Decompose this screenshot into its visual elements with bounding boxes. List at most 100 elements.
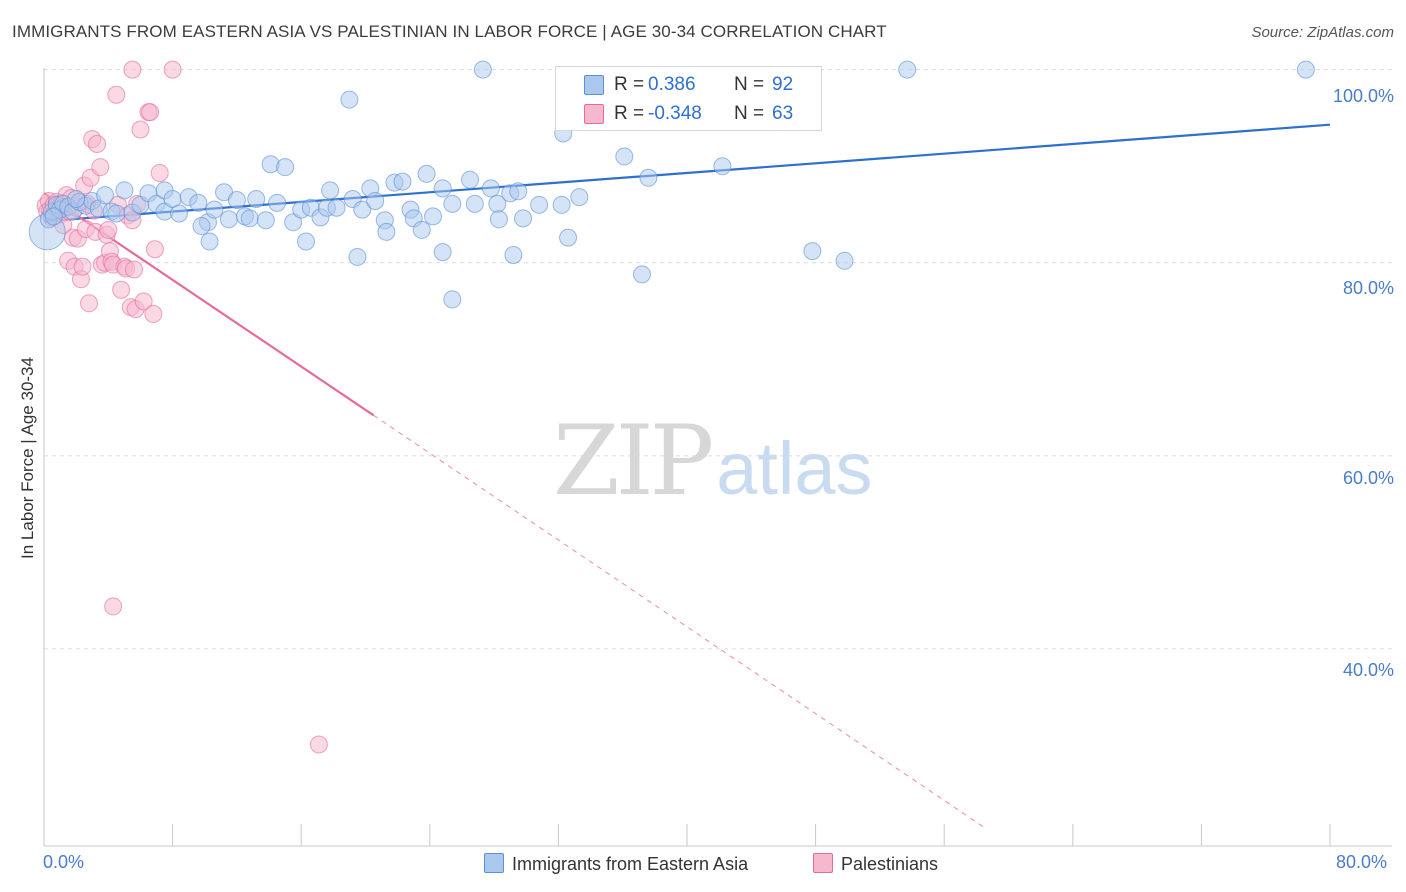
eastern-asia-point [443,194,462,213]
eastern-asia-point [424,207,443,226]
y-tick-label-80: 80.0% [1342,278,1394,298]
axes [43,68,1392,847]
y-tick-label-40: 40.0% [1342,660,1394,680]
eastern-asia-point [552,195,571,214]
palestinians-point [144,304,163,323]
source-label: Source: ZipAtlas.com [1251,24,1394,41]
palestinians-point [112,280,131,299]
chart-title: IMMIGRANTS FROM EASTERN ASIA VS PALESTIN… [12,22,887,41]
eastern-asia-point [377,222,396,241]
eastern-asia-point [473,60,492,79]
eastern-asia-point [835,251,854,270]
palestinians-point [91,158,110,177]
n-value: 63 [772,103,794,124]
palestinians-points [36,60,328,754]
eastern-asia-point [107,204,126,223]
eastern-asia-point [297,232,316,251]
eastern-asia-point [366,191,385,210]
y-tick-label-60: 60.0% [1342,468,1394,488]
eastern-asia-point [227,190,246,209]
palestinians-point [80,294,99,313]
eastern-asia-point [559,228,578,247]
eastern-asia-point [393,172,412,191]
r-value: 0.386 [648,74,696,95]
eastern-asia-point [353,200,372,219]
eastern-asia-point [96,186,115,205]
eastern-asia-point [433,179,452,198]
eastern-asia-point [615,147,634,166]
eastern-asia-point [481,179,500,198]
palestinians-point [107,85,126,104]
eastern-asia-point [509,182,528,201]
eastern-asia-point [412,220,431,239]
eastern-asia-point [268,193,287,212]
eastern-asia-point [489,210,508,229]
eastern-asia-point [321,181,340,200]
eastern-asia-point [284,213,303,232]
palestinians-point [309,735,328,754]
eastern-asia-point [514,209,533,228]
palestinians-point [145,240,164,259]
stats-row-palestinians: R = -0.348 N = 63 [556,100,821,128]
eastern-asia-point [639,168,658,187]
eastern-asia-point [803,242,822,261]
n-label: N = [734,74,765,95]
palestinians-point [163,60,182,79]
eastern-asia-point [465,194,484,213]
r-label: R = [614,103,645,124]
palestinians-point [141,103,160,122]
eastern-asia-point [530,195,549,214]
eastern-asia-point [192,217,211,236]
legend-item-palestinians[interactable]: Palestinians [813,853,938,875]
palestinians-point [104,597,123,616]
eastern-asia-point [632,265,651,284]
palestinians-point [134,292,153,311]
eastern-asia-point [417,164,436,183]
x-tick-label-min: 0.0% [43,852,85,872]
eastern-asia-point [276,158,295,177]
eastern-asia-point [44,207,63,226]
blue-swatch [584,75,604,95]
palestinians-point [73,257,92,276]
eastern-asia-point [200,232,219,251]
eastern-asia-point [713,157,732,176]
eastern-asia-point [570,188,589,207]
eastern-asia-point [219,210,238,229]
eastern-asia-point [1296,60,1315,79]
n-value: 92 [772,74,794,95]
palestinians-point [125,260,144,279]
y-tick-label-100: 100.0% [1332,86,1394,106]
r-value: -0.348 [648,103,702,124]
eastern-asia-point [340,90,359,109]
legend-item-eastern-asia[interactable]: Immigrants from Eastern Asia [484,853,748,875]
x-tick-label-max: 80.0% [1336,852,1388,872]
watermark: ZIPatlas [553,405,873,517]
eastern-asia-point [433,243,452,262]
legend-swatch-pink [813,853,833,873]
n-label: N = [734,103,765,124]
eastern-asia-point [460,170,479,189]
eastern-asia-point [240,209,259,228]
eastern-asia-points [28,60,1315,309]
palestinians-point [123,60,142,79]
legend-swatch-blue [484,853,504,873]
eastern-asia-point [247,190,266,209]
palestinians-point [150,163,169,182]
palestinians-trend-extension [373,414,985,828]
eastern-asia-point [348,247,367,266]
eastern-asia-point [67,190,86,209]
palestinians-point [99,220,118,239]
legend-label: Immigrants from Eastern Asia [512,854,749,874]
eastern-asia-point [189,193,208,212]
stats-box: R = 0.386 N = 92 R = -0.348 N = 63 [555,66,822,131]
eastern-asia-point [170,204,189,223]
eastern-asia-point [327,198,346,217]
palestinians-point [88,134,107,153]
eastern-asia-point [115,181,134,200]
stats-row-eastern-asia: R = 0.386 N = 92 [556,71,821,99]
legend-label: Palestinians [841,854,939,874]
r-label: R = [614,74,645,95]
eastern-asia-point [443,290,462,309]
pink-swatch [584,104,604,124]
eastern-asia-point [898,60,917,79]
